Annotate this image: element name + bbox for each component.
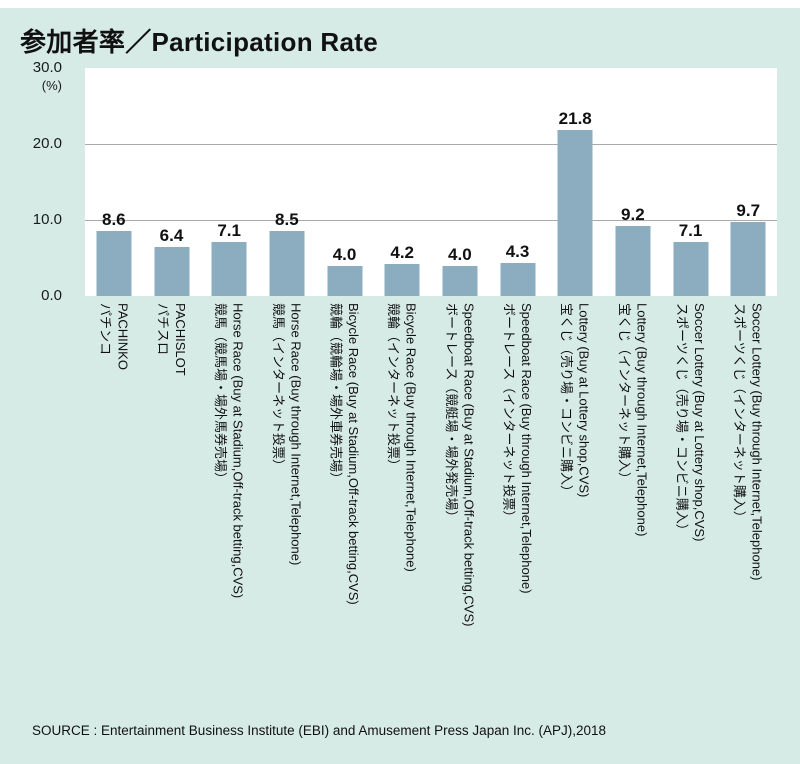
bar-column: 4.3 <box>489 68 547 296</box>
category-label: Speedboat Race (Buy at Stadium,Off-track… <box>431 303 489 731</box>
bar-value-label: 4.3 <box>505 242 530 262</box>
category-label-en: Horse Race (Buy through Internet,Telepho… <box>288 303 304 566</box>
category-label-ja: パチスロ <box>155 303 171 356</box>
category-label-en: Soccer Lottery (Buy through Internet,Tel… <box>749 303 765 581</box>
y-axis-unit-label: (%) <box>41 78 62 93</box>
category-label: Bicycle Race (Buy at Stadium,Off-track b… <box>316 303 374 731</box>
bar-column: 9.2 <box>604 68 662 296</box>
category-label-en: Lottery (Buy through Internet,Telephone) <box>634 303 650 537</box>
bar <box>557 130 593 296</box>
bar-series: 8.6 6.4 7.1 8.5 4.0 4.2 4.0 4.3 21.8 9.2 7.1 9.7 <box>85 68 777 296</box>
x-axis-labels: PACHINKO パチンコ PACHISLOT パチスロ Horse Race (Buy… <box>85 303 777 731</box>
bar-column: 4.0 <box>431 68 489 296</box>
bar <box>615 226 651 296</box>
category-label: Speedboat Race (Buy through Internet,Tel… <box>489 303 547 731</box>
category-label-text: PACHISLOT パチスロ <box>154 303 189 731</box>
source-note: SOURCE : Entertainment Business Institut… <box>32 723 607 738</box>
bar-value-label: 7.1 <box>217 221 241 241</box>
bar-value-label: 9.2 <box>621 205 645 225</box>
bar-column: 7.1 <box>200 68 258 296</box>
bar-column: 8.5 <box>258 68 316 296</box>
bar <box>673 242 709 296</box>
bar <box>500 263 536 296</box>
category-label-ja: ボートレース（競艇場・場外発売場） <box>443 303 459 524</box>
category-label-ja: スポーツくじ（インターネット購入） <box>732 303 748 524</box>
category-label-text: Soccer Lottery (Buy at Lottery shop,CVS)… <box>673 303 708 731</box>
category-label-text: Speedboat Race (Buy at Stadium,Off-track… <box>442 303 477 731</box>
category-label-text: Lottery (Buy at Lottery shop,CVS) 宝くじ（売り場… <box>558 303 593 731</box>
y-tick-label: 30.0 <box>32 59 62 76</box>
category-label-text: Soccer Lottery (Buy through Internet,Tel… <box>731 303 766 731</box>
category-label: PACHINKO パチンコ <box>85 303 143 731</box>
bar-value-label: 21.8 <box>558 109 592 129</box>
bar <box>327 265 363 296</box>
bar-value-label: 4.2 <box>390 243 415 263</box>
category-label: PACHISLOT パチスロ <box>143 303 201 731</box>
y-tick-label: 0.0 <box>41 287 62 304</box>
gridline-20 <box>85 144 777 145</box>
page-title: 参加者率／Participation Rate <box>20 27 378 57</box>
category-label-ja: 競馬（インターネット投票） <box>270 303 286 473</box>
category-label-ja: 競輪（インターネット投票） <box>386 303 402 473</box>
bar-value-label: 8.6 <box>102 209 126 229</box>
category-label: Lottery (Buy through Internet,Telephone)… <box>604 303 662 731</box>
bar-column: 8.6 <box>85 68 143 296</box>
bar-value-label: 6.4 <box>159 226 184 246</box>
bar-value-label: 8.5 <box>275 210 299 230</box>
gridline-10 <box>85 220 777 221</box>
plot-area: 8.6 6.4 7.1 8.5 4.0 4.2 4.0 4.3 21.8 9.2 7.1 9.7 <box>85 68 777 296</box>
bar <box>730 222 766 296</box>
category-label-en: Horse Race (Buy at Stadium,Off-track bet… <box>230 303 246 599</box>
bar-column: 4.0 <box>316 68 374 296</box>
bar-value-label: 7.1 <box>678 221 703 241</box>
category-label-ja: 競馬（競馬場・場外馬券売場） <box>213 303 229 486</box>
bar <box>154 247 189 296</box>
category-label-ja: 競輪（競輪場・場外車券売場） <box>328 303 344 486</box>
category-label-ja: 宝くじ（売り場・コンビニ購入） <box>559 303 575 499</box>
bar-value-label: 4.0 <box>332 244 357 264</box>
category-label: Soccer Lottery (Buy through Internet,Tel… <box>719 303 777 731</box>
bar-column: 7.1 <box>662 68 720 296</box>
bar <box>269 231 305 296</box>
category-label-text: Bicycle Race (Buy at Stadium,Off-track b… <box>327 303 362 731</box>
bar <box>442 265 478 296</box>
category-label-ja: 宝くじ（インターネット購入） <box>616 303 632 486</box>
category-label-ja: スポーツくじ（売り場・コンビニ購入） <box>674 303 690 537</box>
bar-column: 4.2 <box>373 68 431 296</box>
category-label-en: Bicycle Race (Buy through Internet,Telep… <box>403 303 419 572</box>
category-label-en: Speedboat Race (Buy through Internet,Tel… <box>519 303 535 594</box>
y-tick-label: 10.0 <box>32 211 62 228</box>
bar-value-label: 9.7 <box>736 201 761 221</box>
category-label-text: Speedboat Race (Buy through Internet,Tel… <box>500 303 535 731</box>
category-label-en: Lottery (Buy at Lottery shop,CVS) <box>576 303 592 498</box>
category-label-text: Horse Race (Buy at Stadium,Off-track bet… <box>212 303 247 731</box>
category-label: Lottery (Buy at Lottery shop,CVS) 宝くじ（売り場… <box>546 303 604 731</box>
category-label-text: PACHINKO パチンコ <box>96 303 131 731</box>
category-label: Horse Race (Buy at Stadium,Off-track bet… <box>200 303 258 731</box>
y-tick-label: 20.0 <box>32 135 62 152</box>
category-label-en: Soccer Lottery (Buy at Lottery shop,CVS) <box>692 303 708 542</box>
category-label: Horse Race (Buy through Internet,Telepho… <box>258 303 316 731</box>
category-label-text: Lottery (Buy through Internet,Telephone)… <box>615 303 650 731</box>
category-label-ja: ボートレース（インターネット投票） <box>501 303 517 524</box>
category-label: Bicycle Race (Buy through Internet,Telep… <box>373 303 431 731</box>
bar <box>211 242 247 296</box>
bar-column: 21.8 <box>546 68 604 296</box>
category-label-text: Bicycle Race (Buy through Internet,Telep… <box>385 303 420 731</box>
category-label-ja: パチンコ <box>97 303 113 356</box>
bar <box>384 264 420 296</box>
bar-value-label: 4.0 <box>448 244 472 264</box>
bar <box>96 230 132 296</box>
category-label-en: PACHINKO <box>115 303 131 370</box>
category-label-text: Horse Race (Buy through Internet,Telepho… <box>269 303 304 731</box>
category-label-en: Speedboat Race (Buy at Stadium,Off-track… <box>461 303 477 627</box>
bar-column: 9.7 <box>719 68 777 296</box>
category-label: Soccer Lottery (Buy at Lottery shop,CVS)… <box>662 303 720 731</box>
category-label-en: PACHISLOT <box>173 303 188 376</box>
category-label-en: Bicycle Race (Buy at Stadium,Off-track b… <box>346 303 362 605</box>
bar-column: 6.4 <box>143 68 201 296</box>
